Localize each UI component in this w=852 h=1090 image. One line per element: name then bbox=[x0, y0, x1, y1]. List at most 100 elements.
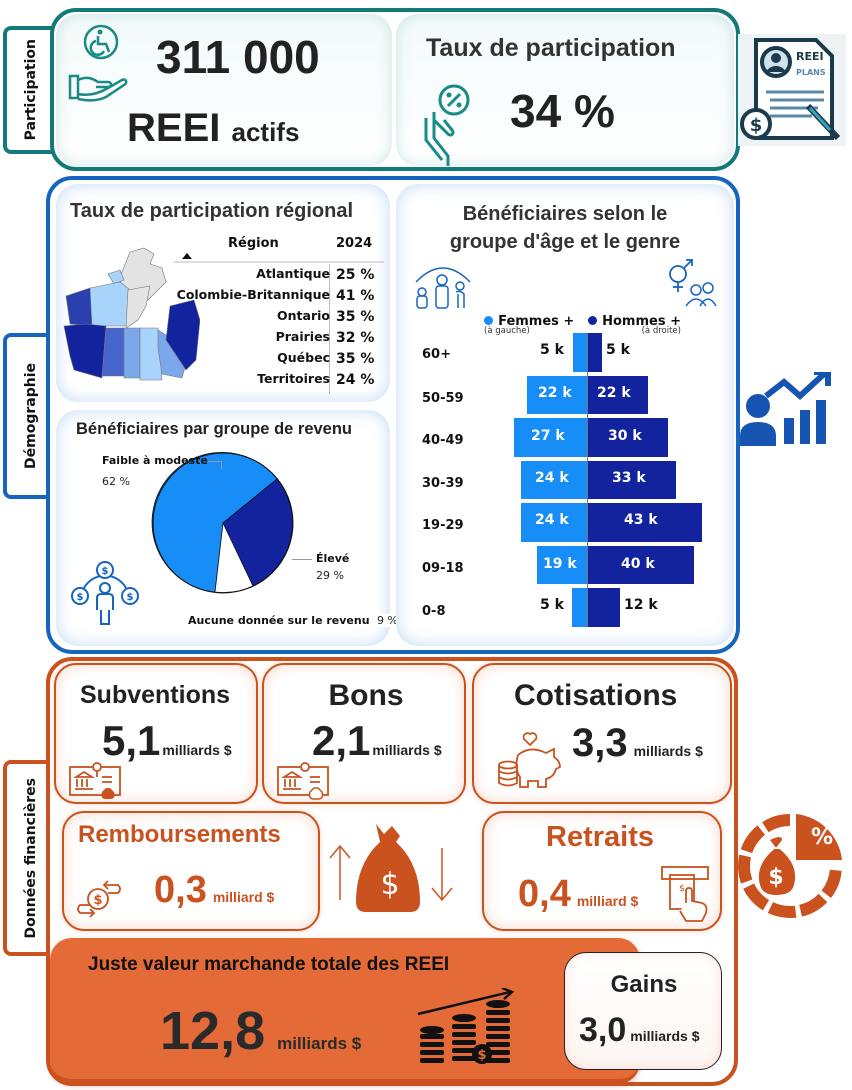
age-label: 0-8 bbox=[422, 604, 446, 619]
section-label: Démographie bbox=[23, 363, 39, 469]
gains-title: Gains bbox=[610, 971, 678, 998]
svg-text:$: $ bbox=[477, 1048, 486, 1063]
svg-text:$: $ bbox=[93, 893, 102, 908]
bar-female-09-18 bbox=[537, 546, 587, 584]
plans-icon-text-plans: PLANS bbox=[796, 68, 826, 77]
retraits-value: 0,4 milliard $ bbox=[518, 873, 639, 915]
gender-symbol-icon bbox=[669, 259, 717, 307]
participation-rate-title: Taux de participation bbox=[426, 34, 676, 62]
pie-label-high: Élevé 29 % bbox=[316, 552, 350, 582]
header-divider bbox=[174, 261, 384, 263]
bank-bond-icon bbox=[277, 762, 329, 800]
disability-hand-icon bbox=[68, 24, 128, 102]
cotisations-card: Cotisations 3,3 milliards $ bbox=[472, 663, 732, 804]
fmv-value: 12,8 milliards $ bbox=[160, 1001, 362, 1061]
bar-female-0-8 bbox=[572, 588, 587, 627]
remboursements-card: Remboursements 0,3 milliard $ $ bbox=[62, 811, 320, 931]
money-bag-pie-icon: % $ bbox=[738, 814, 842, 918]
section-label: Participation bbox=[23, 39, 39, 141]
participation-rate-value: 34 % bbox=[510, 85, 615, 137]
rdsp-plans-icon: $ REEI PLANS bbox=[738, 34, 846, 146]
sort-arrow-icon[interactable] bbox=[182, 253, 192, 259]
person-money-icon: $ $ $ bbox=[71, 561, 139, 625]
age-label: 30-39 bbox=[422, 476, 464, 491]
subventions-title: Subventions bbox=[80, 681, 231, 709]
age-label: 40-49 bbox=[422, 433, 464, 448]
income-group-card: Bénéficiaires par groupe de revenu Faibl… bbox=[56, 410, 400, 646]
bar-female-40-49 bbox=[514, 418, 587, 457]
bar-male-30-39 bbox=[588, 461, 676, 499]
svg-text:$: $ bbox=[380, 867, 399, 902]
plans-icon-text-reei: REEI bbox=[796, 50, 824, 63]
bar-male-09-18 bbox=[588, 546, 694, 584]
bar-male-0-8 bbox=[588, 588, 620, 627]
svg-text:$: $ bbox=[750, 115, 763, 136]
active-rdsp-card: 311 000 REEI actifs bbox=[56, 14, 392, 166]
column-header-year: 2024 bbox=[336, 236, 373, 251]
person-growth-chart-icon bbox=[740, 372, 831, 446]
family-generations-icon bbox=[415, 267, 471, 309]
regional-rate-card: Taux de participation régional Région 20… bbox=[56, 184, 390, 402]
age-gender-title: Bénéficiaires selon le groupe d'âge et l… bbox=[449, 203, 681, 253]
region-table: Région 2024 Atlantique 25 % Colombie-Brit… bbox=[174, 230, 384, 400]
section-tab-participation: Participation bbox=[3, 26, 55, 154]
canada-map bbox=[63, 247, 200, 381]
bar-male-40-49 bbox=[588, 418, 668, 457]
section-label: Données financières bbox=[23, 777, 39, 939]
age-label: 19-29 bbox=[422, 518, 464, 533]
subventions-value: 5,1 milliards $ bbox=[102, 717, 232, 764]
fmv-title: Juste valeur marchande totale des REEI bbox=[88, 954, 450, 975]
table-row: Territoires 24 % bbox=[257, 371, 375, 388]
retraits-card: Retraits 0,4 milliard $ $ bbox=[482, 811, 722, 931]
bar-female-19-29 bbox=[521, 503, 587, 542]
svg-text:$: $ bbox=[679, 884, 685, 894]
active-label: REEI actifs bbox=[127, 106, 299, 151]
active-label-big: REEI bbox=[127, 106, 221, 150]
bar-male-60plus bbox=[588, 333, 602, 372]
female-dot-icon bbox=[484, 316, 493, 325]
cotisations-title: Cotisations bbox=[514, 679, 678, 712]
legend-male: Hommes + (à droite) bbox=[588, 310, 681, 336]
growing-coins-icon: $ bbox=[417, 988, 515, 1064]
column-divider bbox=[329, 264, 330, 394]
svg-text:$: $ bbox=[102, 566, 109, 577]
pyramid-axis bbox=[587, 333, 588, 627]
percent-hand-icon bbox=[424, 84, 470, 166]
atm-withdrawal-icon: $ bbox=[661, 866, 709, 922]
bons-title: Bons bbox=[328, 679, 404, 712]
bons-value: 2,1 milliards $ bbox=[312, 717, 442, 764]
active-label-small: actifs bbox=[231, 117, 300, 147]
svg-text:$: $ bbox=[768, 865, 783, 890]
retraits-title: Retraits bbox=[546, 821, 654, 853]
income-pie-chart bbox=[151, 451, 294, 594]
table-row: Québec 35 % bbox=[277, 350, 375, 367]
bank-certificate-icon bbox=[69, 762, 121, 799]
gains-card: Gains 3,0 milliards $ bbox=[564, 952, 722, 1070]
income-title: Bénéficiaires par groupe de revenu bbox=[76, 420, 353, 438]
participation-rate-card: Taux de participation 34 % bbox=[396, 14, 734, 166]
table-row: Prairies 32 % bbox=[275, 329, 375, 346]
pie-label-low: Faible à modeste 62 % bbox=[102, 454, 208, 488]
male-dot-icon bbox=[588, 316, 597, 325]
svg-text:$: $ bbox=[77, 592, 84, 603]
table-row: Colombie-Britannique 41 % bbox=[176, 287, 375, 304]
svg-text:%: % bbox=[811, 825, 833, 850]
bons-card: Bons 2,1 milliards $ bbox=[262, 663, 466, 804]
table-row: Ontario 35 % bbox=[277, 308, 375, 325]
bar-female-60plus bbox=[573, 333, 587, 372]
svg-text:$: $ bbox=[127, 592, 134, 603]
column-header-region: Région bbox=[228, 236, 279, 251]
bar-male-50-59 bbox=[588, 376, 648, 414]
age-label: 09-18 bbox=[422, 561, 464, 576]
refund-coins-icon: $ bbox=[77, 880, 121, 918]
pie-label-none: Aucune donnée sur le revenu 9 % bbox=[186, 614, 400, 627]
bar-female-30-39 bbox=[521, 461, 587, 499]
remboursements-value: 0,3 milliard $ bbox=[154, 869, 275, 911]
active-count: 311 000 bbox=[156, 31, 320, 83]
remboursements-title: Remboursements bbox=[78, 821, 281, 848]
age-label: 50-59 bbox=[422, 391, 464, 406]
money-bag-flow-icon: $ bbox=[329, 824, 453, 912]
table-row: Atlantique 25 % bbox=[256, 266, 375, 283]
leader-line bbox=[208, 461, 222, 469]
bar-male-19-29 bbox=[588, 503, 702, 542]
